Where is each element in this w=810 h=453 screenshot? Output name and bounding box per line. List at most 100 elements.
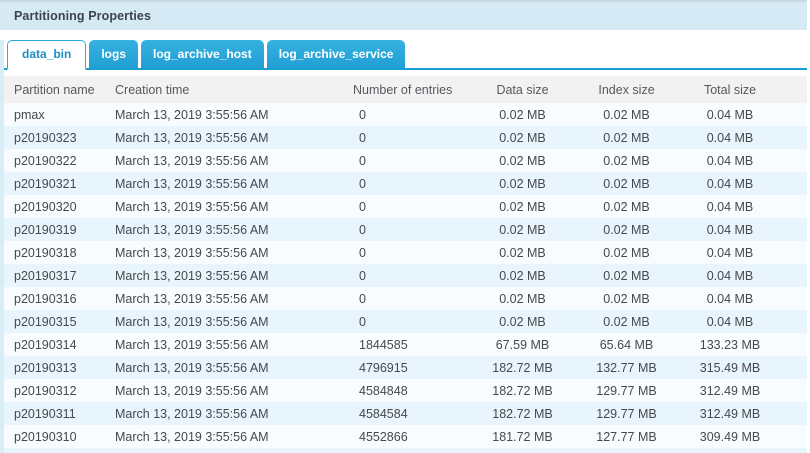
cell-filler [782,356,807,379]
cell-number-of-entries: 0 [359,222,366,237]
cell-data-size: 0.02 MB [499,176,546,191]
cell-number-of-entries: 4584584 [359,406,408,421]
cell-total-size: 0.04 MB [706,314,754,329]
tab-data-bin[interactable]: data_bin [7,40,87,70]
cell-index-size: 127.77 MB [596,429,657,444]
cell-filler [782,126,807,149]
cell-creation-time: March 13, 2019 3:55:56 AM [115,429,269,444]
table-row: p20190310 March 13, 2019 3:55:56 AM 455286… [4,425,807,448]
cell-number-of-entries: 4584848 [359,383,408,398]
cell-data-size: 67.59 MB [495,337,550,352]
cell-data-size: 181.72 MB [492,429,553,444]
cell-data-size: 0.02 MB [499,107,546,122]
cell-filler [782,402,807,425]
cell-filler [782,195,807,218]
cell-index-size: 0.02 MB [603,268,650,283]
cell-total-size: 0.04 MB [706,107,754,122]
column-header-filler [782,76,807,103]
column-header-partition-name: Partition name [4,76,110,103]
cell-index-size: 0.02 MB [603,199,650,214]
cell-filler [782,218,807,241]
cell-data-size: 182.72 MB [492,406,553,421]
cell-total-size: 0.04 MB [706,291,754,306]
table-row: p20190322 March 13, 2019 3:55:56 AM 0 0.02 … [4,149,807,172]
cell-number-of-entries: 4796915 [359,360,408,375]
cell-total-size: 0.04 MB [706,222,754,237]
cell-filler [782,333,807,356]
column-header-creation-time: Creation time [110,76,345,103]
cell-data-size: 0.02 MB [499,314,546,329]
cell-filler [782,149,807,172]
cell-number-of-entries: 1844585 [359,337,408,352]
cell-index-size: 0.02 MB [603,176,650,191]
cell-partition-name: p20190318 [14,245,77,260]
tab-logs[interactable]: logs [89,40,139,68]
cell-filler [782,103,807,126]
cell-creation-time: March 13, 2019 3:55:56 AM [115,360,269,375]
cell-index-size: 129.77 MB [596,406,657,421]
tab-log-archive-host[interactable]: log_archive_host [141,40,264,68]
table-row: p20190311 March 13, 2019 3:55:56 AM 458458… [4,402,807,425]
cell-number-of-entries: 0 [359,176,366,191]
cell-filler [782,310,807,333]
table-header-row: Partition name Creation time Number of e… [4,76,807,103]
table-row: pmax March 13, 2019 3:55:56 AM 0 0.02 MB 0.0… [4,103,807,126]
cell-partition-name: pmax [14,107,45,122]
cell-total-size: 0.04 MB [706,268,754,283]
cell-number-of-entries: 0 [359,245,366,260]
cell-data-size: 0.02 MB [499,222,546,237]
table-row: p20190317 March 13, 2019 3:55:56 AM 0 0.02 … [4,264,807,287]
tab-log-archive-service[interactable]: log_archive_service [266,40,406,68]
cell-total-size: 315.49 MB [699,360,761,375]
cell-partition-name: p20190312 [14,383,77,398]
panel-title: Partitioning Properties [14,9,152,23]
table-row: p20190318 March 13, 2019 3:55:56 AM 0 0.02 … [4,241,807,264]
cell-number-of-entries: 0 [359,314,366,329]
cell-creation-time: March 13, 2019 3:55:56 AM [115,291,269,306]
cell-index-size: 132.77 MB [596,360,657,375]
cell-partition-name: p20190316 [14,291,77,306]
cell-partition-name: p20190323 [14,130,77,145]
table-row: p20190320 March 13, 2019 3:55:56 AM 0 0.02 … [4,195,807,218]
cell-partition-name: p20190317 [14,268,77,283]
cell-index-size: 0.02 MB [603,245,650,260]
cell-creation-time: March 13, 2019 3:55:56 AM [115,199,269,214]
column-header-index-size: Index size [575,76,678,103]
cell-creation-time: March 13, 2019 3:55:56 AM [115,107,269,122]
cell-data-size: 182.72 MB [492,360,553,375]
cell-index-size: 0.02 MB [603,222,650,237]
cell-data-size: 0.02 MB [499,130,546,145]
cell-number-of-entries: 0 [359,268,366,283]
cell-partition-name: p20190313 [14,360,77,375]
table-row: p20190312 March 13, 2019 3:55:56 AM 458484… [4,379,807,402]
cell-partition-name: p20190314 [14,337,77,352]
cell-filler [782,425,807,448]
cell-total-size: 0.04 MB [706,176,754,191]
cell-index-size: 0.02 MB [603,314,650,329]
cell-total-size: 312.49 MB [699,406,761,421]
panel-content: data_bin logs log_archive_host log_archi… [0,40,807,453]
cell-total-size: 0.04 MB [706,199,754,214]
cell-partition-name: p20190321 [14,176,77,191]
cell-creation-time: March 13, 2019 3:55:56 AM [115,245,269,260]
table-row: p20190321 March 13, 2019 3:55:56 AM 0 0.02 … [4,172,807,195]
cell-data-size: 0.02 MB [499,268,546,283]
cell-filler [782,241,807,264]
cell-creation-time: March 13, 2019 3:55:56 AM [115,222,269,237]
cell-data-size: 0.02 MB [499,153,546,168]
cell-data-size: 0.02 MB [499,291,546,306]
cell-data-size: 182.72 MB [492,383,553,398]
cell-number-of-entries: 4552866 [359,429,408,444]
partitions-table: Partition name Creation time Number of e… [4,76,807,448]
cell-index-size: 65.64 MB [599,337,654,352]
cell-partition-name: p20190310 [14,429,77,444]
cell-data-size: 0.02 MB [499,245,546,260]
cell-total-size: 0.04 MB [706,245,754,260]
column-header-number-of-entries: Number of entries [345,76,470,103]
tab-bar: data_bin logs log_archive_host log_archi… [4,40,807,70]
table-row: p20190315 March 13, 2019 3:55:56 AM 0 0.02 … [4,310,807,333]
panel-header: Partitioning Properties [0,0,807,30]
cell-filler [782,287,807,310]
table-body: pmax March 13, 2019 3:55:56 AM 0 0.02 MB 0.0… [4,103,807,448]
